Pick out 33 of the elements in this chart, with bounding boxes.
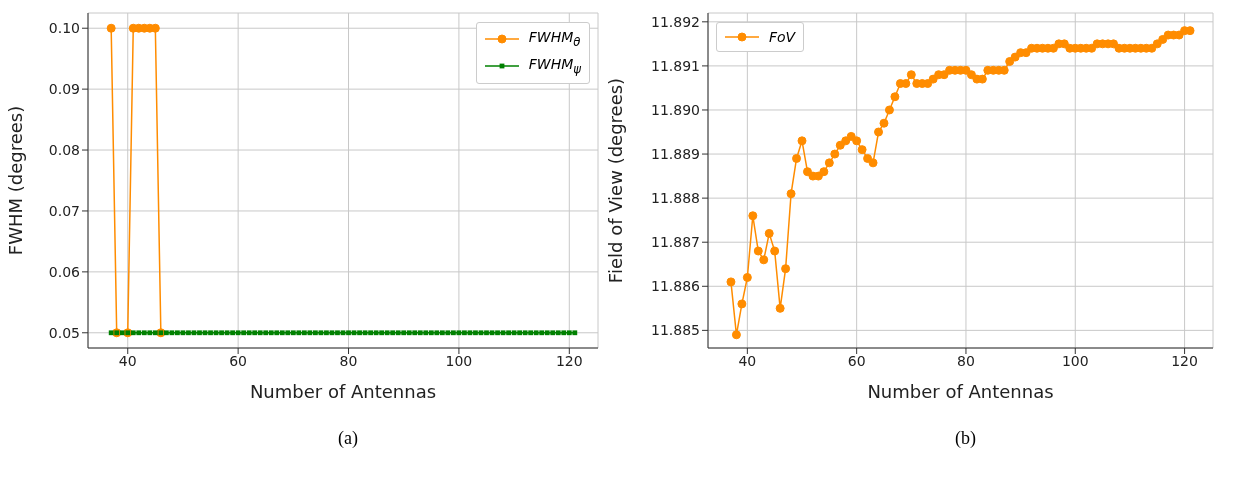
y-tick-label: 0.06: [48, 263, 81, 280]
x-tick-label: 80: [339, 352, 358, 369]
y-axis-title: Field of View (degrees): [605, 77, 627, 284]
x-tick-label: 40: [118, 352, 137, 369]
x-tick-label: 100: [1061, 352, 1089, 369]
x-tick-label: 40: [738, 352, 757, 369]
y-tick-label: 11.885: [651, 322, 700, 339]
x-axis-title: Number of Antennas: [867, 381, 1054, 402]
x-tick-label: 60: [847, 352, 866, 369]
legend-label: FWHM$_{θ}$: [528, 28, 581, 51]
y-tick-label: 11.887: [651, 234, 700, 251]
y-tick-label: 0.07: [48, 202, 80, 219]
x-tick-label: 100: [445, 352, 473, 369]
text: (b): [954, 428, 977, 449]
y-axis-title: FWHM (degrees): [5, 105, 27, 256]
y-tick-label: 0.09: [48, 81, 80, 98]
x-tick-label: 80: [957, 352, 975, 369]
y-tick-label: 11.888: [651, 190, 700, 207]
y-tick-label: 0.10: [48, 20, 80, 37]
text: (a): [337, 428, 359, 449]
y-tick-label: 11.890: [651, 101, 700, 118]
x-tick-label: 60: [229, 352, 248, 369]
x-tick-label: 120: [1171, 352, 1198, 369]
legend-label: FWHM$_{ψ}$: [528, 54, 581, 78]
legend-label: FoV: [769, 28, 796, 47]
y-tick-label: 11.889: [651, 146, 700, 163]
y-tick-label: 0.05: [48, 324, 80, 341]
x-axis-title: Number of Antennas: [249, 381, 437, 402]
y-tick-label: 11.892: [651, 13, 700, 30]
y-tick-label: 11.886: [651, 278, 701, 295]
y-tick-label: 11.891: [651, 57, 700, 74]
y-tick-label: 0.08: [48, 142, 80, 159]
x-tick-label: 120: [555, 352, 583, 369]
